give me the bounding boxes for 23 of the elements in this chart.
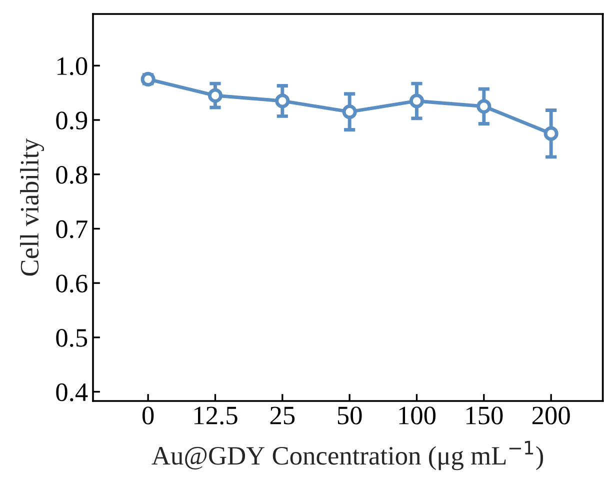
point: [544, 126, 558, 141]
y-tick-label: 1.0: [57, 57, 88, 76]
y-tick-label: 0.5: [56, 329, 88, 347]
y-tick-label: 0.6: [56, 274, 88, 293]
point: [208, 88, 223, 103]
point: [476, 99, 492, 114]
y-axis-title: Cell viability: [20, 138, 44, 276]
x-tick-label: 100: [399, 406, 436, 424]
x-tick-label: 25: [270, 406, 295, 424]
point: [409, 94, 424, 108]
point: [275, 94, 290, 108]
point: [342, 104, 357, 120]
x-tick-label: 50: [338, 406, 362, 424]
x-tick-label: 12.5: [194, 406, 238, 425]
y-tick-label: 0.4: [56, 383, 88, 402]
y-tick-label: 0.9: [56, 112, 88, 130]
x-tick-label: 0: [142, 406, 154, 424]
y-tick-label: 0.8: [56, 166, 88, 184]
x-tick-label: 150: [466, 406, 503, 424]
point: [140, 72, 156, 87]
x-tick-label: 200: [532, 406, 570, 424]
x-axis-title: Au@GDY Concentration (μg mL$^{−1}$): [152, 440, 544, 470]
y-tick-label: 0.7: [56, 220, 88, 238]
